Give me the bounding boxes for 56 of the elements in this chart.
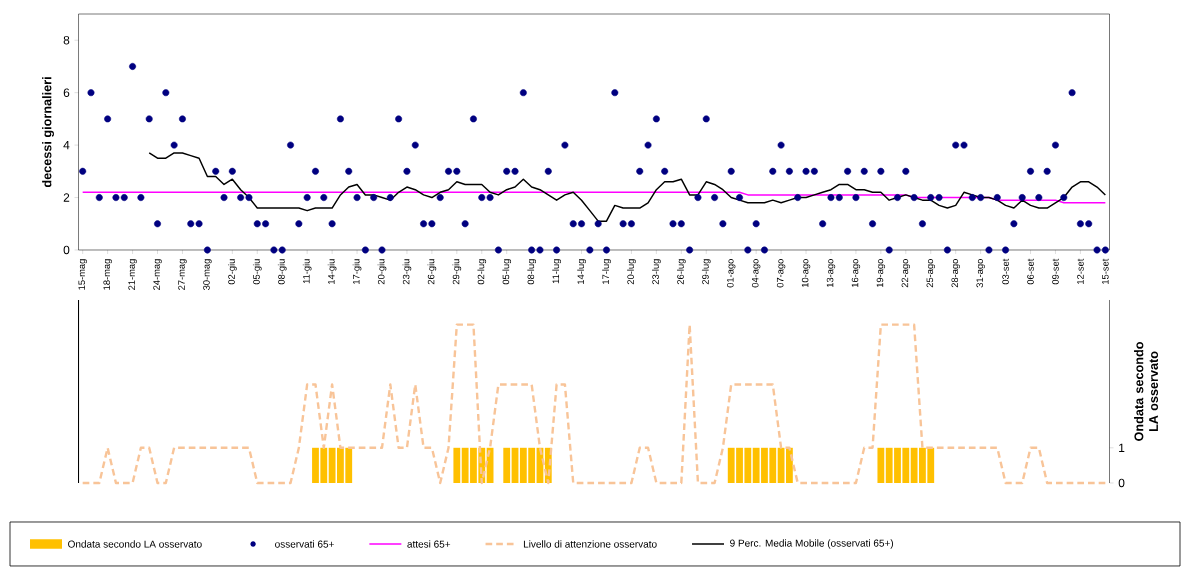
y-tick-label: 6: [63, 88, 70, 97]
x-tick-label: 17-giu: [352, 259, 362, 284]
x-tick-label: 17-lug: [602, 259, 611, 284]
x-tick-label: 11-lug: [552, 259, 561, 284]
legend-label: attesi 65+: [407, 540, 451, 548]
x-tick-label: 01-ago: [726, 259, 736, 288]
x-tick-label: 31-ago: [976, 259, 985, 288]
x-tick-label: 30-mag: [203, 259, 212, 290]
x-tick-label: 02-giu: [227, 259, 237, 285]
x-tick-label: 08-lug: [527, 259, 537, 285]
x-tick-label: 29-lug: [701, 259, 711, 285]
x-tick-label: 24-mag: [153, 259, 162, 290]
x-tick-label: 28-ago: [951, 259, 960, 288]
x-tick-label: 04-ago: [751, 259, 761, 288]
y2-tick-label: 1: [1119, 443, 1125, 452]
x-tick-label: 14-giu: [327, 259, 337, 284]
y-tick-label: 4: [63, 140, 70, 150]
x-tick-label: 03-set: [1002, 258, 1009, 285]
x-tick-label: 12-set: [1077, 258, 1084, 284]
legend-label: Livello di attenzione osservato: [523, 540, 657, 548]
x-tick-label: 20-giu: [377, 259, 387, 285]
x-tick-label: 15-mag: [78, 259, 87, 290]
x-tick-label: 02-lug: [477, 259, 487, 285]
y-tick-label: 2: [63, 193, 70, 202]
y-tick-label: 8: [63, 35, 70, 45]
x-tick-label: 07-ago: [776, 259, 786, 288]
x-tick-label: 16-ago: [851, 259, 861, 288]
x-tick-label: 06-set: [1027, 258, 1034, 285]
legend-label: Ondata secondo LA osservato: [68, 540, 202, 548]
x-tick-label: 09-set: [1052, 258, 1059, 285]
x-tick-label: 29-giu: [452, 259, 462, 285]
x-tick-label: 14-lug: [577, 259, 586, 284]
x-tick-label: 23-giu: [402, 259, 412, 285]
x-tick-label: 05-giu: [252, 259, 262, 285]
legend-label: 9 Perc. Media Mobile (osservati 65+): [730, 539, 894, 549]
x-tick-label: 26-lug: [676, 259, 686, 285]
x-tick-label: 21-mag: [128, 259, 137, 290]
legend-label: osservati 65+: [275, 540, 334, 548]
y-axis-title: decessi giornalieri: [42, 77, 54, 188]
x-tick-label: 20-lug: [627, 259, 636, 285]
x-tick-label: 13-ago: [826, 259, 836, 288]
x-tick-label: 15-set: [1102, 258, 1109, 284]
x-tick-label: 23-lug: [652, 259, 661, 285]
x-tick-label: 25-ago: [926, 259, 935, 288]
x-tick-label: 10-ago: [801, 259, 811, 288]
x-tick-label: 11-giu: [302, 259, 312, 284]
y2-tick-label: 0: [1118, 478, 1125, 488]
x-tick-label: 08-giu: [277, 259, 287, 285]
x-tick-label: 18-mag: [103, 259, 112, 290]
x-tick-label: 27-mag: [178, 259, 187, 290]
y2-axis-title: Ondata secondo LA osservato: [1134, 342, 1159, 441]
x-tick-label: 26-giu: [427, 259, 437, 285]
x-tick-label: 19-ago: [876, 259, 886, 288]
x-tick-label: 05-lug: [502, 259, 512, 285]
x-tick-label: 22-ago: [901, 259, 911, 288]
y-tick-label: 0: [63, 245, 70, 255]
